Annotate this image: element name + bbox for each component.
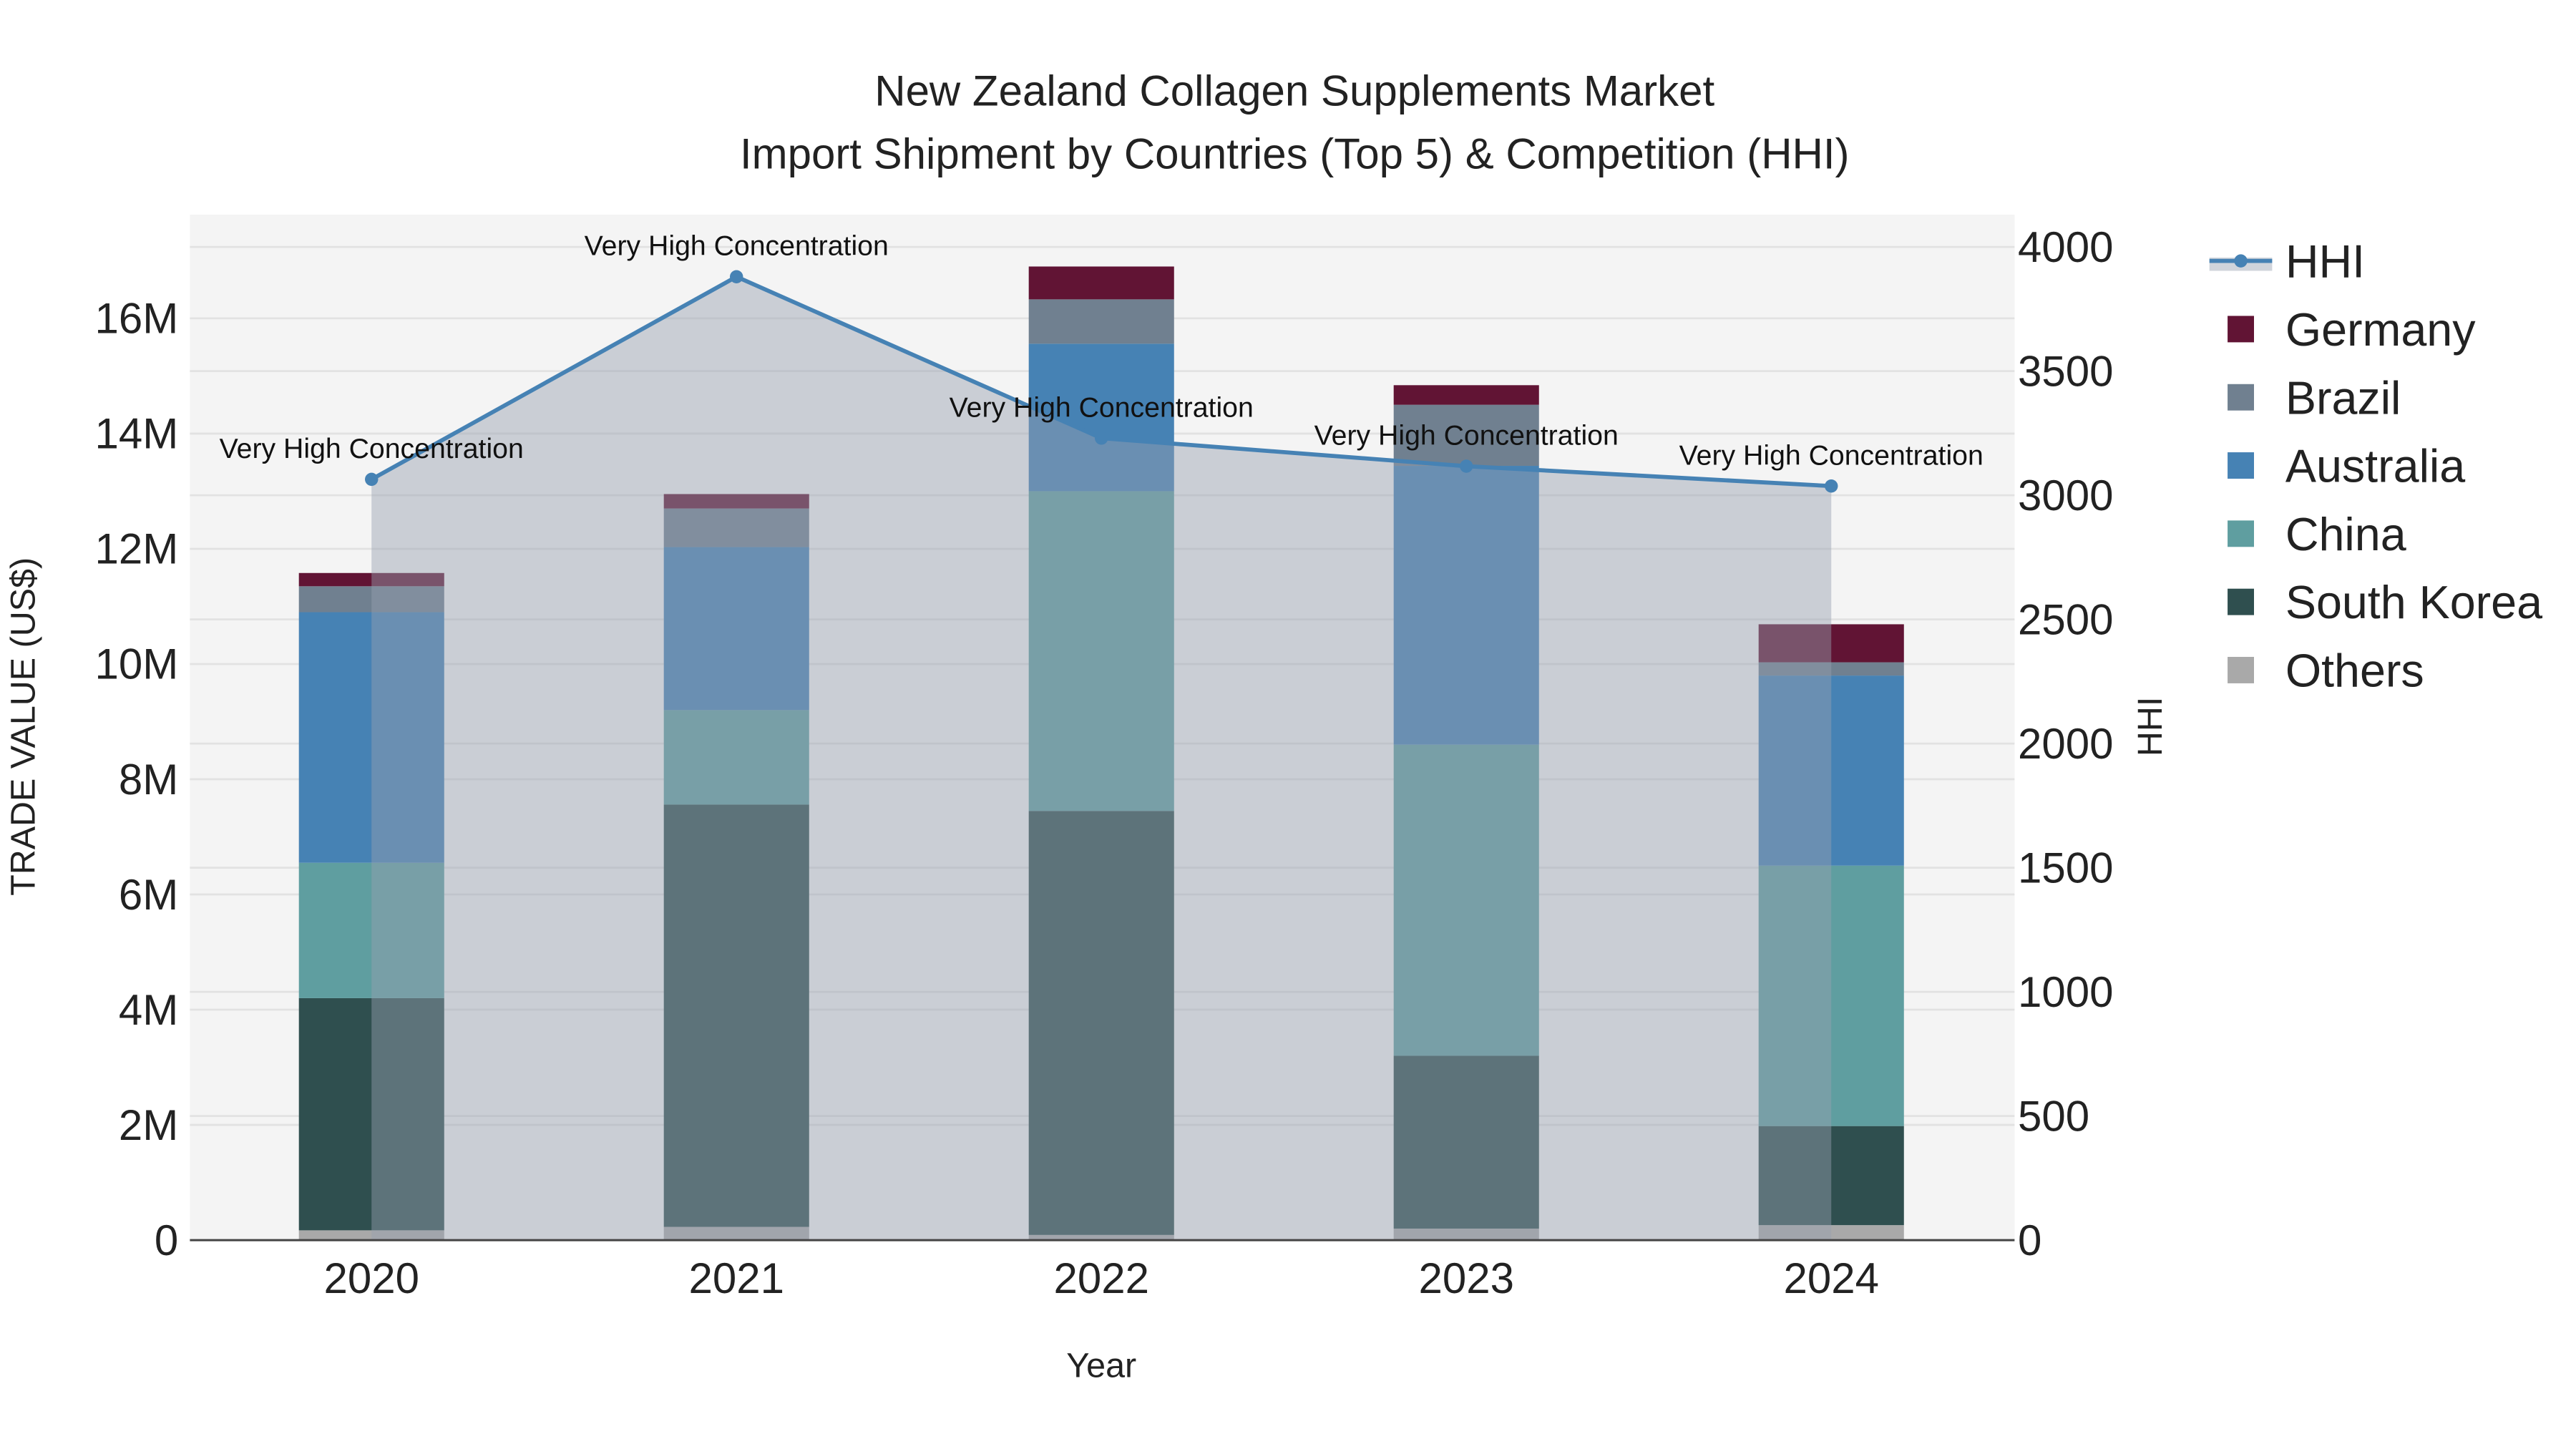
bar-germany-2020[interactable]: [298, 572, 444, 587]
x-axis-title: Year: [1066, 1347, 1136, 1385]
legend-item-germany[interactable]: Germany: [2228, 304, 2476, 356]
x-tick-label: 2024: [1783, 1254, 1878, 1302]
hhi-annotation: Very High Concentration: [1679, 439, 1984, 471]
x-tick-label: 2020: [323, 1254, 419, 1302]
bar-china-2021[interactable]: [663, 710, 809, 805]
hhi-point-2024[interactable]: [1825, 479, 1838, 493]
bar-germany-2023[interactable]: [1393, 385, 1539, 405]
y-tick-label: 14M: [95, 410, 179, 458]
y-tick-label: 6M: [119, 871, 178, 919]
y2-axis-title: HHI: [2131, 697, 2170, 756]
bar-south-korea-2021[interactable]: [663, 804, 809, 1227]
bar-australia-2020[interactable]: [298, 612, 444, 863]
chart-title-line1: New Zealand Collagen Supplements Market: [874, 67, 1714, 115]
hhi-area: [371, 276, 1832, 1241]
bar-south-korea-2023[interactable]: [1393, 1055, 1539, 1229]
bar-others-2023[interactable]: [1393, 1228, 1539, 1241]
legend-swatch: [2228, 452, 2254, 479]
y2-tick-label: 2500: [2018, 595, 2113, 643]
bar-china-2022[interactable]: [1028, 491, 1174, 811]
legend-swatch: [2228, 588, 2254, 615]
legend-label: Australia: [2285, 441, 2465, 492]
bar-brazil-2024[interactable]: [1758, 662, 1904, 676]
legend-marker: [2234, 254, 2248, 268]
hhi-annotation: Very High Concentration: [1314, 420, 1619, 452]
legend-item-australia[interactable]: Australia: [2228, 441, 2465, 492]
y-tick-label: 10M: [95, 640, 179, 688]
legend-label: Others: [2285, 645, 2424, 697]
bar-australia-2024[interactable]: [1758, 675, 1904, 866]
bar-china-2020[interactable]: [298, 862, 444, 998]
hhi-point-2020[interactable]: [365, 472, 379, 487]
y2-tick-label: 3500: [2018, 347, 2113, 395]
y2-tick-label: 4000: [2018, 223, 2113, 271]
x-axis-ticks: 2020 2021 2022 2023 2024: [323, 1254, 1878, 1302]
bar-others-2022[interactable]: [1028, 1234, 1174, 1241]
bar-south-korea-2020[interactable]: [298, 997, 444, 1231]
legend-label: HHI: [2285, 236, 2365, 288]
hhi-annotation: Very High Concentration: [585, 230, 889, 262]
bar-china-2023[interactable]: [1393, 744, 1539, 1056]
bar-brazil-2023[interactable]: [1393, 404, 1539, 467]
bar-germany-2024[interactable]: [1758, 624, 1904, 663]
bar-china-2024[interactable]: [1758, 865, 1904, 1126]
bar-south-korea-2024[interactable]: [1758, 1126, 1904, 1226]
hhi-series: Very High Concentration Very High Concent…: [220, 230, 1984, 1241]
y-tick-label: 16M: [95, 295, 179, 343]
y2-tick-label: 0: [2018, 1216, 2041, 1264]
bar-south-korea-2022[interactable]: [1028, 811, 1174, 1235]
hhi-annotation: Very High Concentration: [220, 433, 524, 464]
bar-brazil-2021[interactable]: [663, 508, 809, 547]
hhi-annotation: Very High Concentration: [950, 391, 1254, 423]
y-axis-ticks: 0 2M 4M 6M 8M 10M 12M 14M 16M: [95, 295, 179, 1264]
bar-germany-2021[interactable]: [663, 494, 809, 509]
legend-item-others[interactable]: Others: [2228, 645, 2424, 697]
legend-item-brazil[interactable]: Brazil: [2228, 372, 2401, 424]
y-tick-label: 0: [155, 1216, 178, 1264]
bars: [298, 266, 1904, 1241]
legend-swatch: [2228, 384, 2254, 411]
legend-swatch: [2228, 657, 2254, 683]
y-tick-label: 12M: [95, 525, 179, 573]
x-tick-label: 2021: [688, 1254, 784, 1302]
y-tick-label: 8M: [119, 756, 178, 804]
x-tick-label: 2022: [1053, 1254, 1148, 1302]
legend-label: South Korea: [2285, 577, 2542, 628]
legend-item-south-korea[interactable]: South Korea: [2228, 577, 2542, 628]
legend-label: Germany: [2285, 304, 2476, 356]
y2-tick-label: 500: [2018, 1092, 2089, 1140]
legend-item-china[interactable]: China: [2228, 509, 2406, 560]
legend-item-hhi[interactable]: HHI: [2209, 236, 2365, 288]
chart-title-line2: Import Shipment by Countries (Top 5) & C…: [740, 130, 1850, 177]
legend-label: China: [2285, 509, 2406, 560]
y-tick-label: 4M: [119, 986, 178, 1034]
bar-brazil-2022[interactable]: [1028, 299, 1174, 344]
bar-others-2020[interactable]: [298, 1230, 444, 1241]
x-tick-label: 2023: [1418, 1254, 1513, 1302]
y2-tick-label: 1500: [2018, 844, 2113, 892]
y2-axis-ticks: 0 500 1000 1500 2000 2500 3000 3500 4000: [2018, 223, 2113, 1264]
legend-swatch: [2228, 316, 2254, 343]
bar-others-2021[interactable]: [663, 1226, 809, 1241]
bar-brazil-2020[interactable]: [298, 586, 444, 613]
bar-australia-2021[interactable]: [663, 547, 809, 711]
y2-tick-label: 2000: [2018, 720, 2113, 768]
legend-swatch: [2228, 520, 2254, 547]
y2-tick-label: 3000: [2018, 472, 2113, 519]
bar-australia-2023[interactable]: [1393, 466, 1539, 745]
bar-germany-2022[interactable]: [1028, 266, 1174, 300]
legend: HHI Germany Brazil Australia China South Kore…: [2209, 236, 2542, 697]
y-axis-title: TRADE VALUE (US$): [4, 557, 42, 896]
hhi-point-2021[interactable]: [730, 270, 743, 283]
y-tick-label: 2M: [119, 1101, 178, 1149]
y2-tick-label: 1000: [2018, 968, 2113, 1016]
hhi-point-2022[interactable]: [1095, 431, 1108, 445]
bar-others-2024[interactable]: [1758, 1225, 1904, 1241]
legend-label: Brazil: [2285, 372, 2401, 424]
hhi-point-2023[interactable]: [1460, 459, 1473, 473]
